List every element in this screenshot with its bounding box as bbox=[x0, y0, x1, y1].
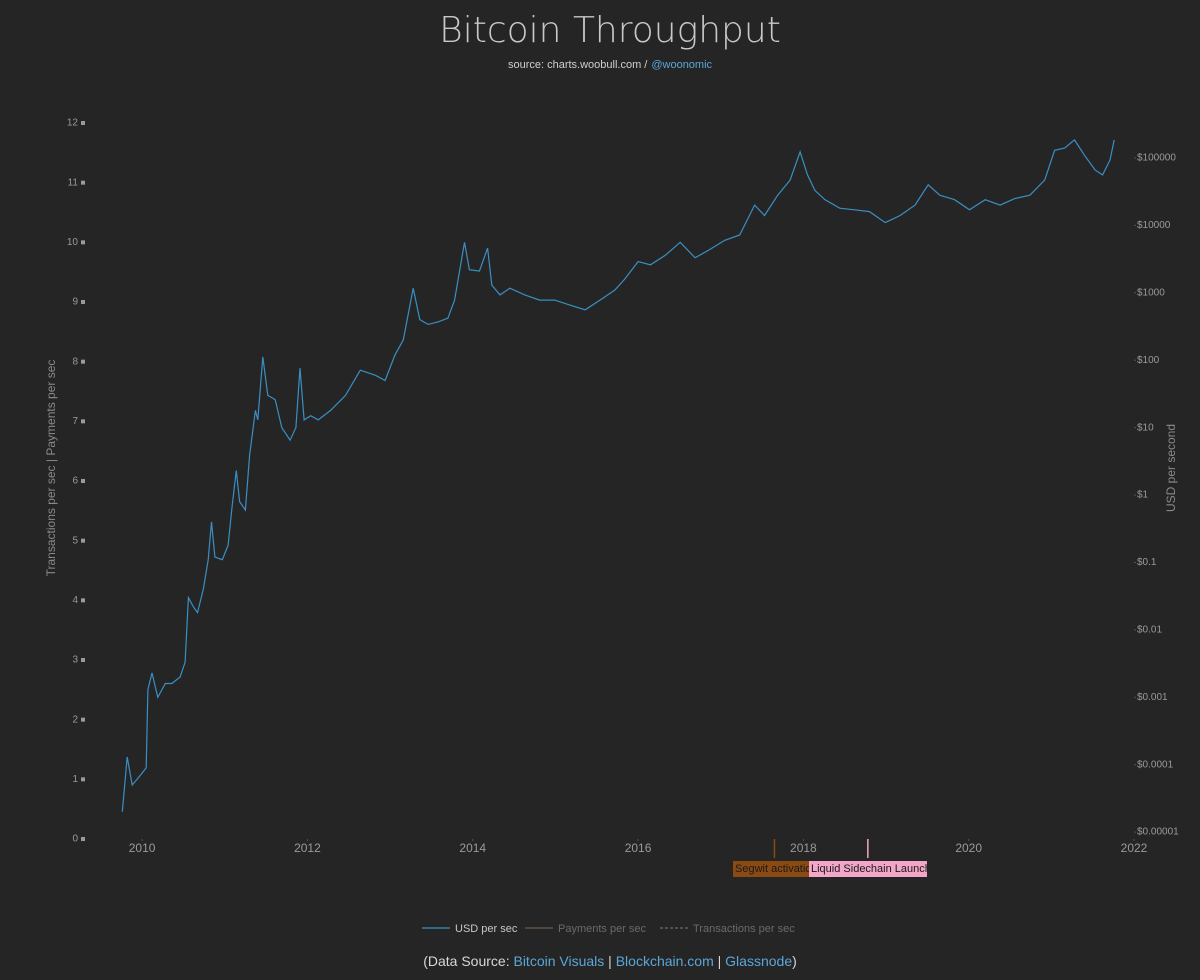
subtitle: source: charts.woobull.com / bbox=[508, 59, 648, 71]
y-tick-label: 10 bbox=[67, 237, 79, 248]
y2-tick-label: $100000 bbox=[1137, 153, 1176, 164]
footer-link[interactable]: Blockchain.com bbox=[616, 953, 714, 969]
y-tick-mark bbox=[81, 419, 85, 424]
y-tick-label: 3 bbox=[72, 655, 78, 666]
y2-tick-label: $10 bbox=[1137, 422, 1154, 433]
footer-separator: | bbox=[608, 953, 612, 969]
y2-tick-label: $100 bbox=[1137, 355, 1160, 366]
legend-label[interactable]: Transactions per sec bbox=[693, 923, 795, 935]
y-tick-mark bbox=[81, 837, 85, 841]
x-tick-label: 2022 bbox=[1121, 841, 1148, 855]
y2-tick-label: $10000 bbox=[1137, 220, 1171, 231]
y-tick-mark bbox=[81, 121, 85, 125]
y-tick-label: 9 bbox=[72, 297, 78, 308]
annotation-box bbox=[733, 861, 810, 877]
y-tick-mark bbox=[81, 658, 85, 662]
y2-tick-label: $0.001 bbox=[1137, 692, 1168, 703]
footer-separator: | bbox=[718, 953, 722, 969]
y2-tick-label: $0.01 bbox=[1137, 624, 1162, 635]
y-tick-label: 4 bbox=[72, 595, 78, 606]
x-tick-label: 2018 bbox=[790, 841, 817, 855]
footer-link[interactable]: Bitcoin Visuals bbox=[513, 953, 604, 969]
y-tick-label: 7 bbox=[72, 416, 78, 427]
y-tick-mark bbox=[81, 598, 85, 603]
y-tick-mark bbox=[81, 538, 85, 543]
y-tick-mark bbox=[81, 180, 85, 185]
y2-tick-label: $1000 bbox=[1137, 287, 1165, 298]
y2-tick-label: $1 bbox=[1137, 490, 1149, 501]
x-tick-label: 2010 bbox=[129, 841, 156, 855]
y-tick-label: 11 bbox=[68, 177, 79, 188]
footer-link[interactable]: Glassnode bbox=[725, 953, 792, 969]
y-tick-label: 8 bbox=[72, 356, 78, 367]
y-tick-label: 5 bbox=[72, 535, 78, 546]
y2-tick-label: $0.1 bbox=[1137, 557, 1157, 568]
y-tick-mark bbox=[81, 300, 85, 304]
legend-label[interactable]: USD per sec bbox=[455, 923, 518, 935]
y-axis-title: Transactions per sec | Payments per sec bbox=[44, 360, 58, 577]
legend-label[interactable]: Payments per sec bbox=[558, 923, 647, 935]
y-tick-mark bbox=[81, 717, 85, 722]
x-tick-label: 2020 bbox=[955, 841, 982, 855]
x-tick-label: 2016 bbox=[625, 841, 652, 855]
footer-text: (Data Source: bbox=[423, 953, 509, 969]
y-tick-mark bbox=[81, 240, 85, 245]
chart-title: Bitcoin Throughput bbox=[439, 10, 781, 51]
y2-axis-title: USD per second bbox=[1164, 424, 1178, 512]
y-tick-label: 1 bbox=[72, 774, 78, 785]
annotation-box bbox=[809, 861, 927, 877]
y-tick-label: 6 bbox=[72, 476, 78, 487]
y-tick-mark bbox=[81, 777, 85, 782]
x-tick-label: 2012 bbox=[294, 841, 321, 855]
y-tick-mark bbox=[81, 359, 85, 364]
footer-text: ) bbox=[792, 953, 797, 969]
y2-tick-label: $0.00001 bbox=[1137, 827, 1179, 838]
annotation-label: Segwit activation bbox=[735, 863, 818, 875]
x-tick-label: 2014 bbox=[459, 841, 486, 855]
y2-tick-label: $0.0001 bbox=[1137, 759, 1174, 770]
footer: (Data Source: Bitcoin Visuals | Blockcha… bbox=[423, 953, 797, 969]
data-line bbox=[121, 139, 1115, 812]
y-tick-mark bbox=[81, 479, 85, 483]
y-tick-label: 12 bbox=[67, 118, 79, 129]
annotation-label: Liquid Sidechain Launch bbox=[811, 863, 931, 875]
y-tick-label: 2 bbox=[72, 714, 78, 725]
subtitle-link[interactable]: @woonomic bbox=[651, 59, 712, 71]
y-tick-label: 0 bbox=[72, 834, 78, 845]
